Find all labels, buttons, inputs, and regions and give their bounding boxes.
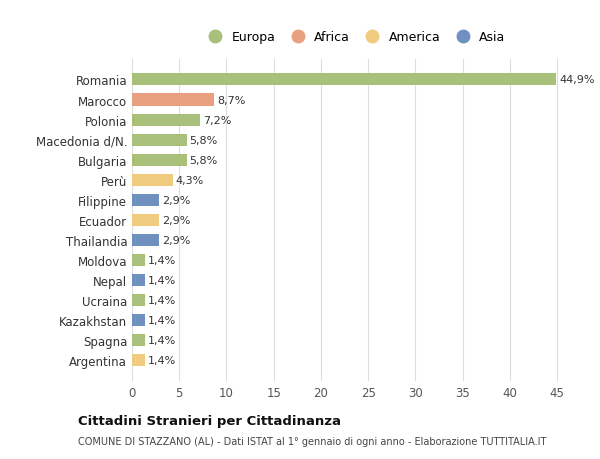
Text: COMUNE DI STAZZANO (AL) - Dati ISTAT al 1° gennaio di ogni anno - Elaborazione T: COMUNE DI STAZZANO (AL) - Dati ISTAT al … <box>78 437 547 446</box>
Text: 1,4%: 1,4% <box>148 275 176 285</box>
Text: 1,4%: 1,4% <box>148 295 176 305</box>
Text: 2,9%: 2,9% <box>162 196 191 205</box>
Text: Cittadini Stranieri per Cittadinanza: Cittadini Stranieri per Cittadinanza <box>78 414 341 428</box>
Bar <box>132 74 556 86</box>
Text: 2,9%: 2,9% <box>162 235 191 245</box>
Legend: Europa, Africa, America, Asia: Europa, Africa, America, Asia <box>199 28 509 48</box>
Text: 1,4%: 1,4% <box>148 355 176 365</box>
Text: 7,2%: 7,2% <box>203 115 231 125</box>
Bar <box>132 334 145 347</box>
Bar <box>132 235 160 246</box>
Bar <box>132 94 214 106</box>
Bar <box>132 134 187 146</box>
Text: 4,3%: 4,3% <box>175 175 204 185</box>
Text: 44,9%: 44,9% <box>559 75 595 85</box>
Bar <box>132 254 145 266</box>
Text: 5,8%: 5,8% <box>190 155 218 165</box>
Bar <box>132 274 145 286</box>
Bar <box>132 154 187 166</box>
Bar <box>132 294 145 306</box>
Bar <box>132 314 145 326</box>
Text: 8,7%: 8,7% <box>217 95 245 105</box>
Bar <box>132 194 160 206</box>
Text: 1,4%: 1,4% <box>148 255 176 265</box>
Text: 1,4%: 1,4% <box>148 315 176 325</box>
Text: 2,9%: 2,9% <box>162 215 191 225</box>
Bar <box>132 114 200 126</box>
Bar <box>132 354 145 366</box>
Bar <box>132 214 160 226</box>
Text: 1,4%: 1,4% <box>148 336 176 345</box>
Bar <box>132 174 173 186</box>
Text: 5,8%: 5,8% <box>190 135 218 146</box>
